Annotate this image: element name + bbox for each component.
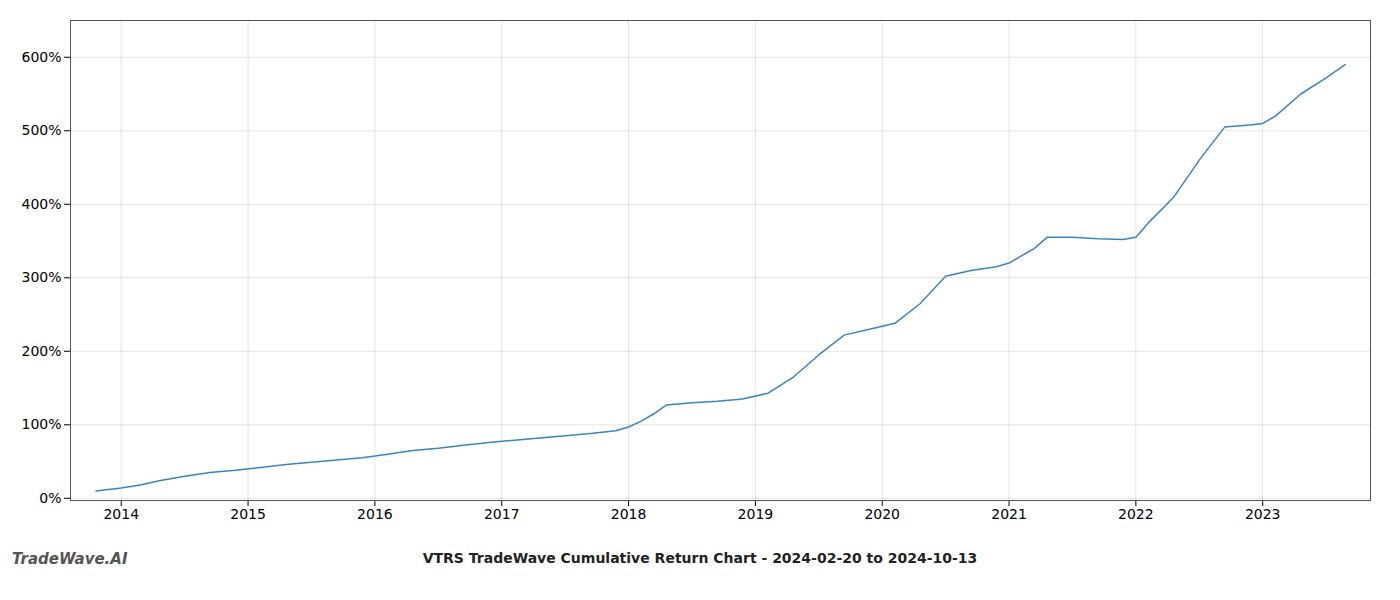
svg-text:2015: 2015 [230,506,266,522]
svg-text:500%: 500% [21,122,61,138]
svg-text:2016: 2016 [357,506,393,522]
svg-text:200%: 200% [21,343,61,359]
html-text:TradeWave.AI: TradeWave.AI [12,550,128,568]
html-text:VTRS TradeWave Cumulative Retu: VTRS TradeWave Cumulative Return Chart -… [422,550,978,566]
svg-text:300%: 300% [21,269,61,285]
svg-text:2019: 2019 [738,506,774,522]
svg-text:400%: 400% [21,196,61,212]
svg-text:100%: 100% [21,416,61,432]
svg-text:600%: 600% [21,49,61,65]
svg-text:0%: 0% [39,490,61,506]
svg-text:2020: 2020 [864,506,900,522]
svg-text:2023: 2023 [1245,506,1281,522]
svg-text:2022: 2022 [1118,506,1154,522]
svg-text:2018: 2018 [611,506,647,522]
svg-text:2021: 2021 [991,506,1027,522]
svg-text:2017: 2017 [484,506,520,522]
svg-text:2014: 2014 [103,506,139,522]
